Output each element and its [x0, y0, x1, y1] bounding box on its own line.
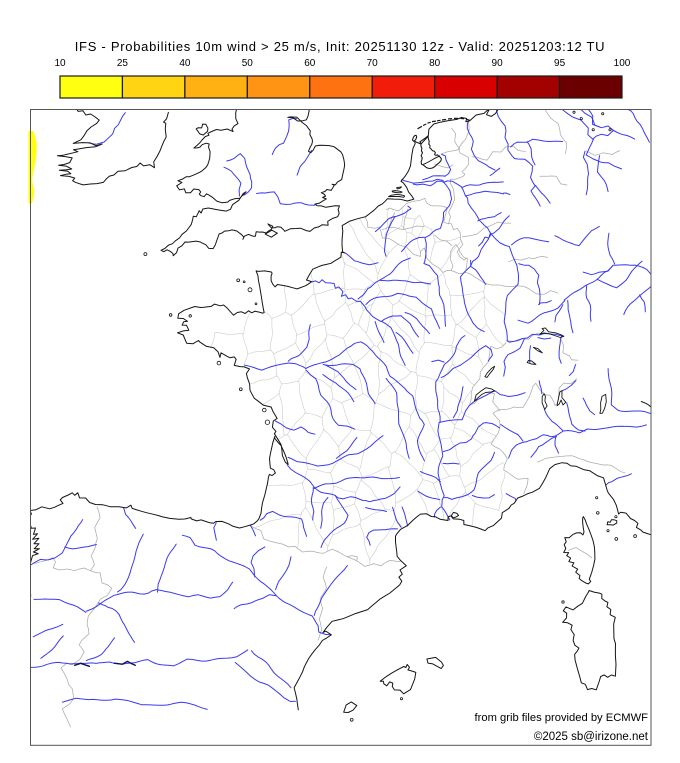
svg-text:70: 70: [367, 58, 379, 69]
svg-text:from grib files provided by EC: from grib files provided by ECMWF: [475, 712, 649, 724]
svg-text:10: 10: [54, 58, 66, 69]
svg-text:95: 95: [554, 58, 566, 69]
svg-text:©2025 sb@irizone.net: ©2025 sb@irizone.net: [534, 731, 649, 743]
svg-text:100: 100: [614, 58, 631, 69]
svg-text:IFS - Probabilities 10m wind >: IFS - Probabilities 10m wind > 25 m/s, I…: [75, 39, 606, 54]
svg-text:50: 50: [242, 58, 254, 69]
svg-text:80: 80: [429, 58, 441, 69]
svg-text:90: 90: [492, 58, 504, 69]
svg-text:60: 60: [304, 58, 316, 69]
svg-text:25: 25: [117, 58, 129, 69]
svg-text:40: 40: [179, 58, 191, 69]
